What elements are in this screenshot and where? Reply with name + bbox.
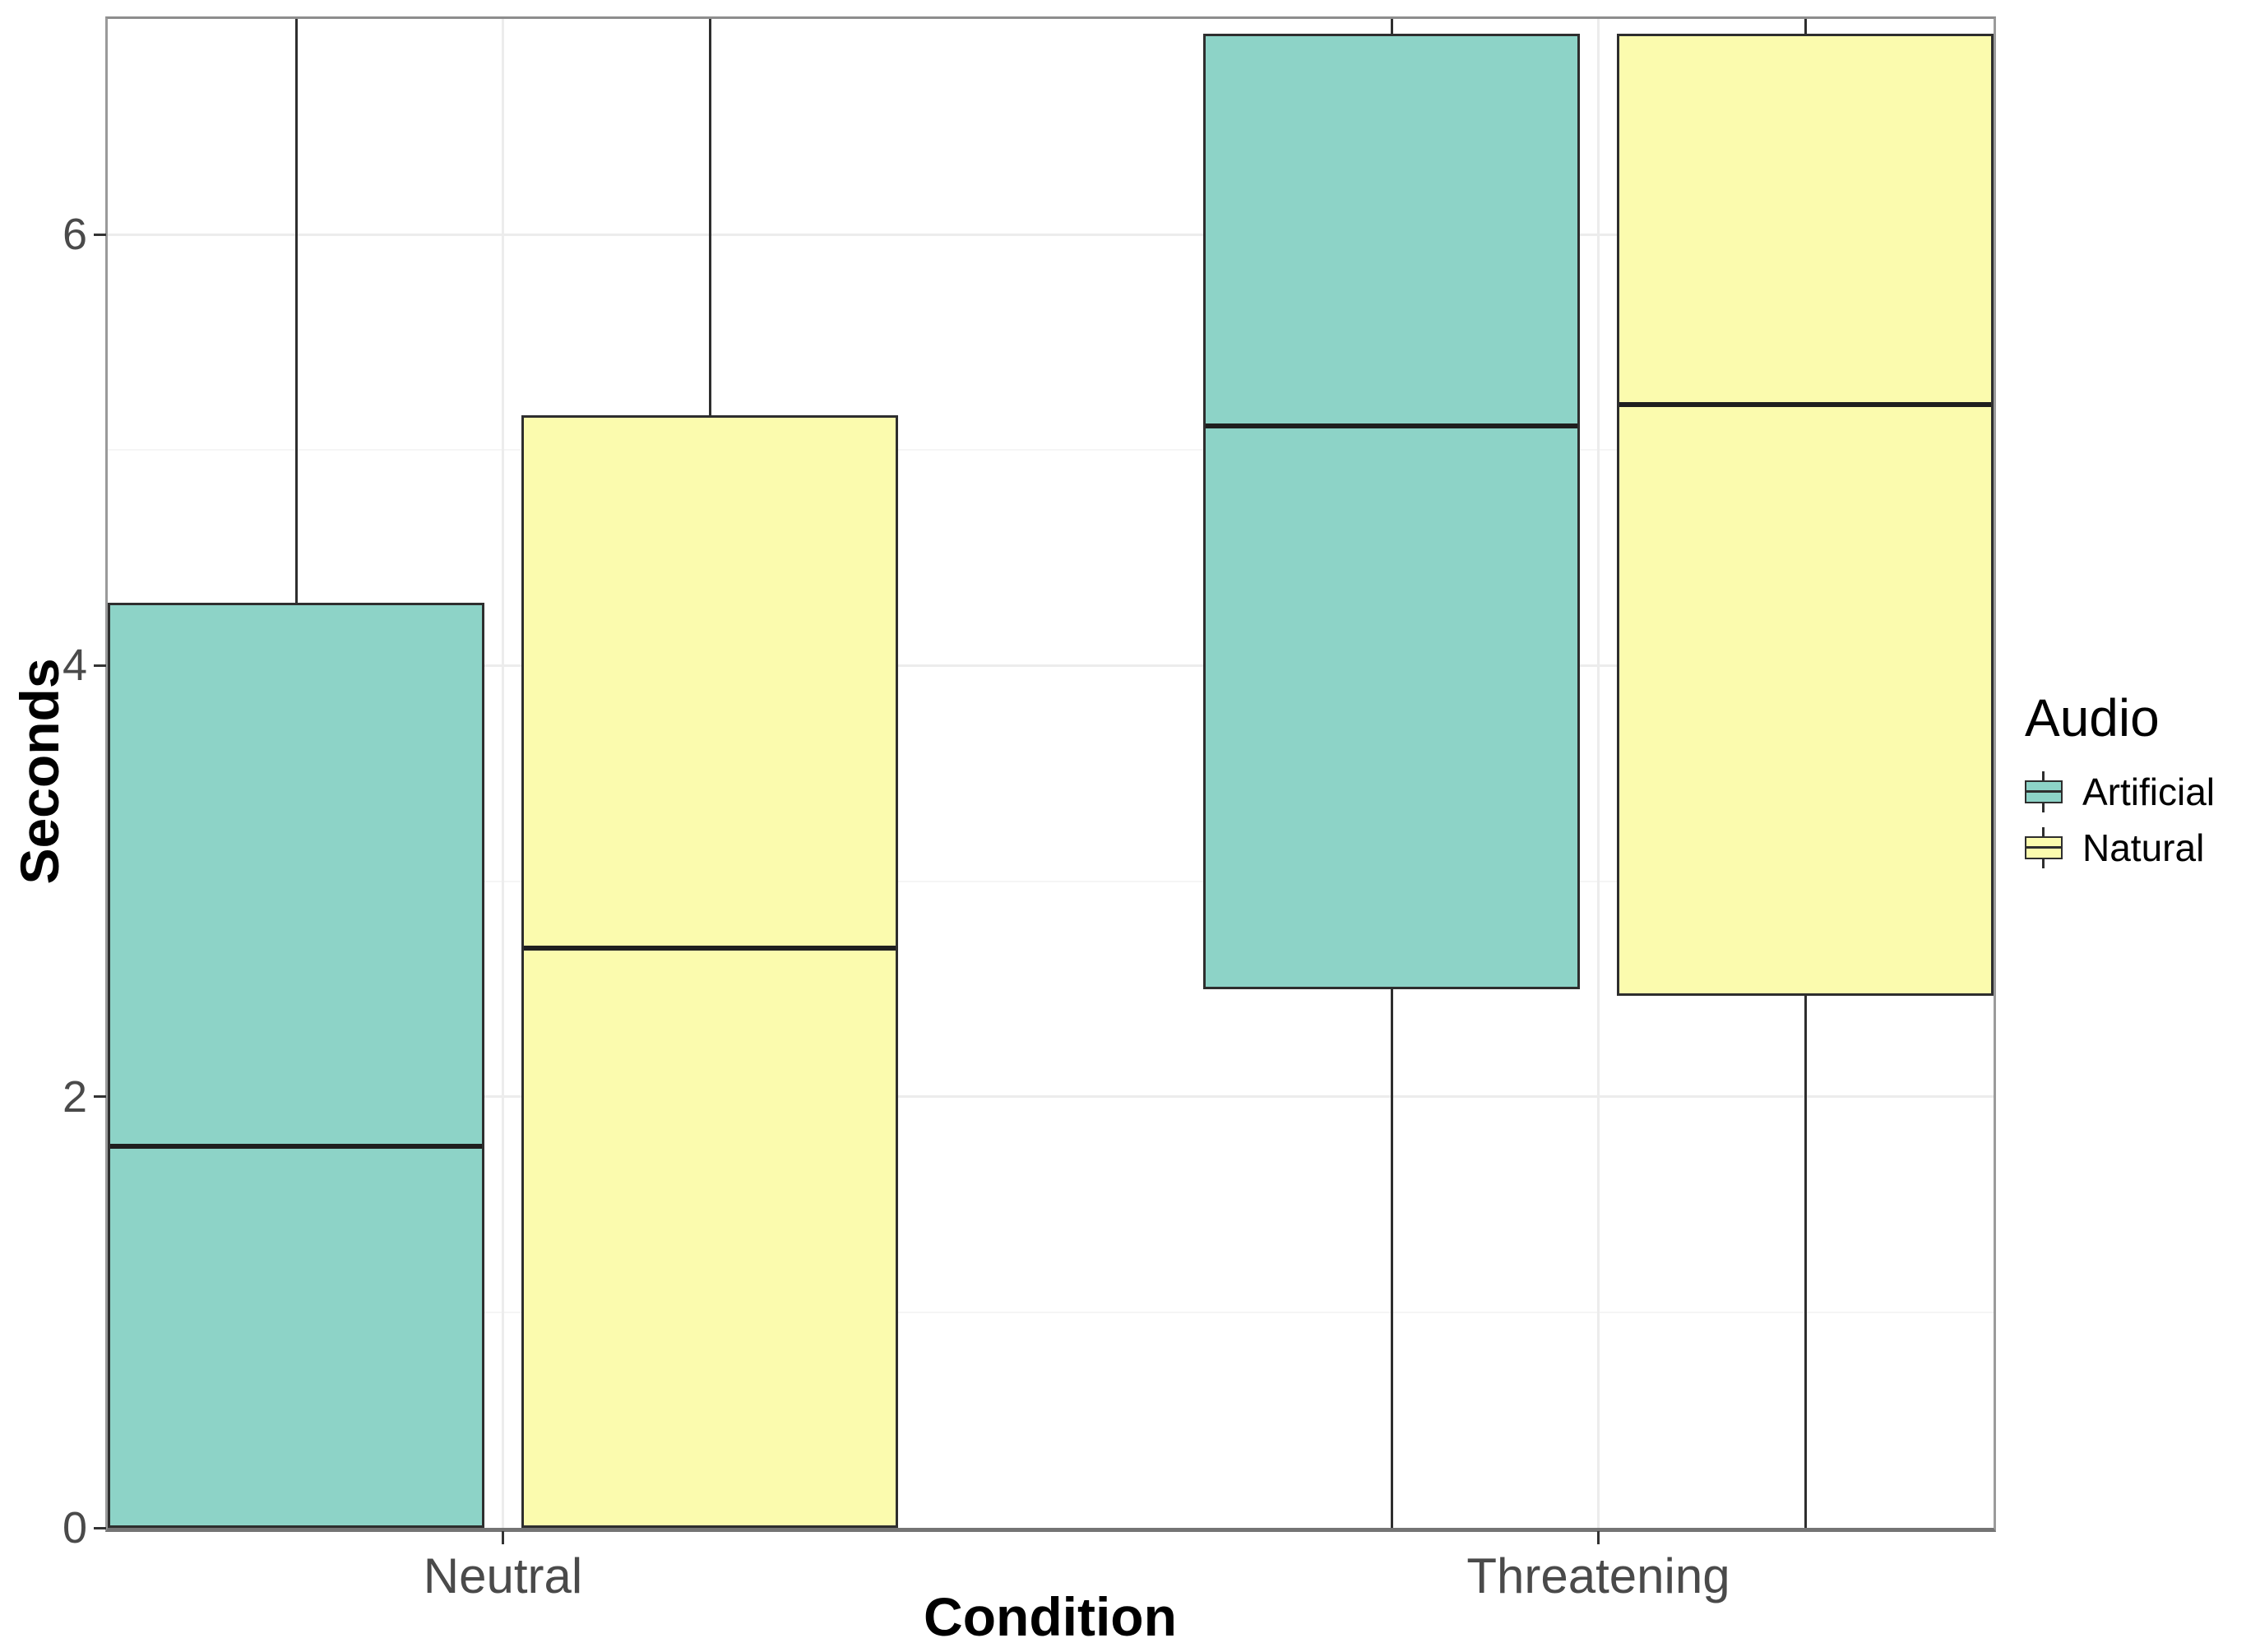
x-tick-label: Neutral — [423, 1548, 583, 1603]
upper-whisker — [1804, 19, 1807, 35]
box-natural-threatening — [1617, 34, 1994, 996]
median-line — [1619, 402, 1991, 408]
x-tick — [1597, 1531, 1600, 1544]
legend-title: Audio — [2025, 688, 2160, 747]
minor-gridline — [108, 880, 1994, 882]
median-line — [1206, 423, 1577, 429]
x-axis-title: Condition — [924, 1586, 1177, 1647]
lower-whisker — [1390, 988, 1393, 1528]
y-axis-title: Seconds — [9, 658, 70, 885]
legend-item-label: Artificial — [2082, 770, 2216, 813]
median-line — [110, 1144, 482, 1149]
upper-whisker — [708, 19, 711, 416]
minor-gridline — [108, 1311, 1994, 1313]
y-tick-label: 0 — [62, 1503, 87, 1553]
plot-panel — [105, 16, 1996, 1532]
x-tick — [502, 1531, 504, 1544]
legend-items: Artificial Natural — [2025, 770, 2260, 870]
y-tick-label: 4 — [62, 641, 87, 691]
y-tick — [94, 664, 106, 667]
upper-whisker — [294, 19, 298, 604]
key-box — [2025, 780, 2063, 803]
boxplot-key-icon — [2025, 827, 2063, 868]
key-box — [2025, 836, 2063, 859]
y-tick-label: 2 — [62, 1071, 87, 1122]
box-natural-neutral — [521, 415, 898, 1528]
minor-gridline — [108, 449, 1994, 451]
y-tick — [94, 1526, 106, 1529]
x-tick-label: Threatening — [1466, 1548, 1730, 1603]
upper-whisker — [1390, 19, 1393, 35]
legend-item-natural: Natural — [2025, 826, 2260, 870]
lower-whisker — [1804, 995, 1807, 1528]
boxplot-key-icon — [2025, 771, 2063, 812]
legend-item-artificial: Artificial — [2025, 770, 2260, 814]
category-gridline — [1597, 19, 1600, 1528]
y-tick-label: 6 — [62, 210, 87, 260]
y-tick — [94, 233, 106, 236]
box-artificial-threatening — [1203, 34, 1580, 989]
major-gridline — [108, 664, 1994, 667]
legend-item-label: Natural — [2082, 826, 2205, 869]
y-tick — [94, 1095, 106, 1099]
median-line — [524, 945, 896, 951]
box-artificial-neutral — [108, 603, 484, 1528]
major-gridline — [108, 1095, 1994, 1099]
key-median-line — [2026, 846, 2061, 849]
key-median-line — [2026, 790, 2061, 793]
major-gridline — [108, 233, 1994, 236]
legend: Audio Artificial Natural — [2025, 687, 2260, 870]
category-gridline — [502, 19, 504, 1528]
